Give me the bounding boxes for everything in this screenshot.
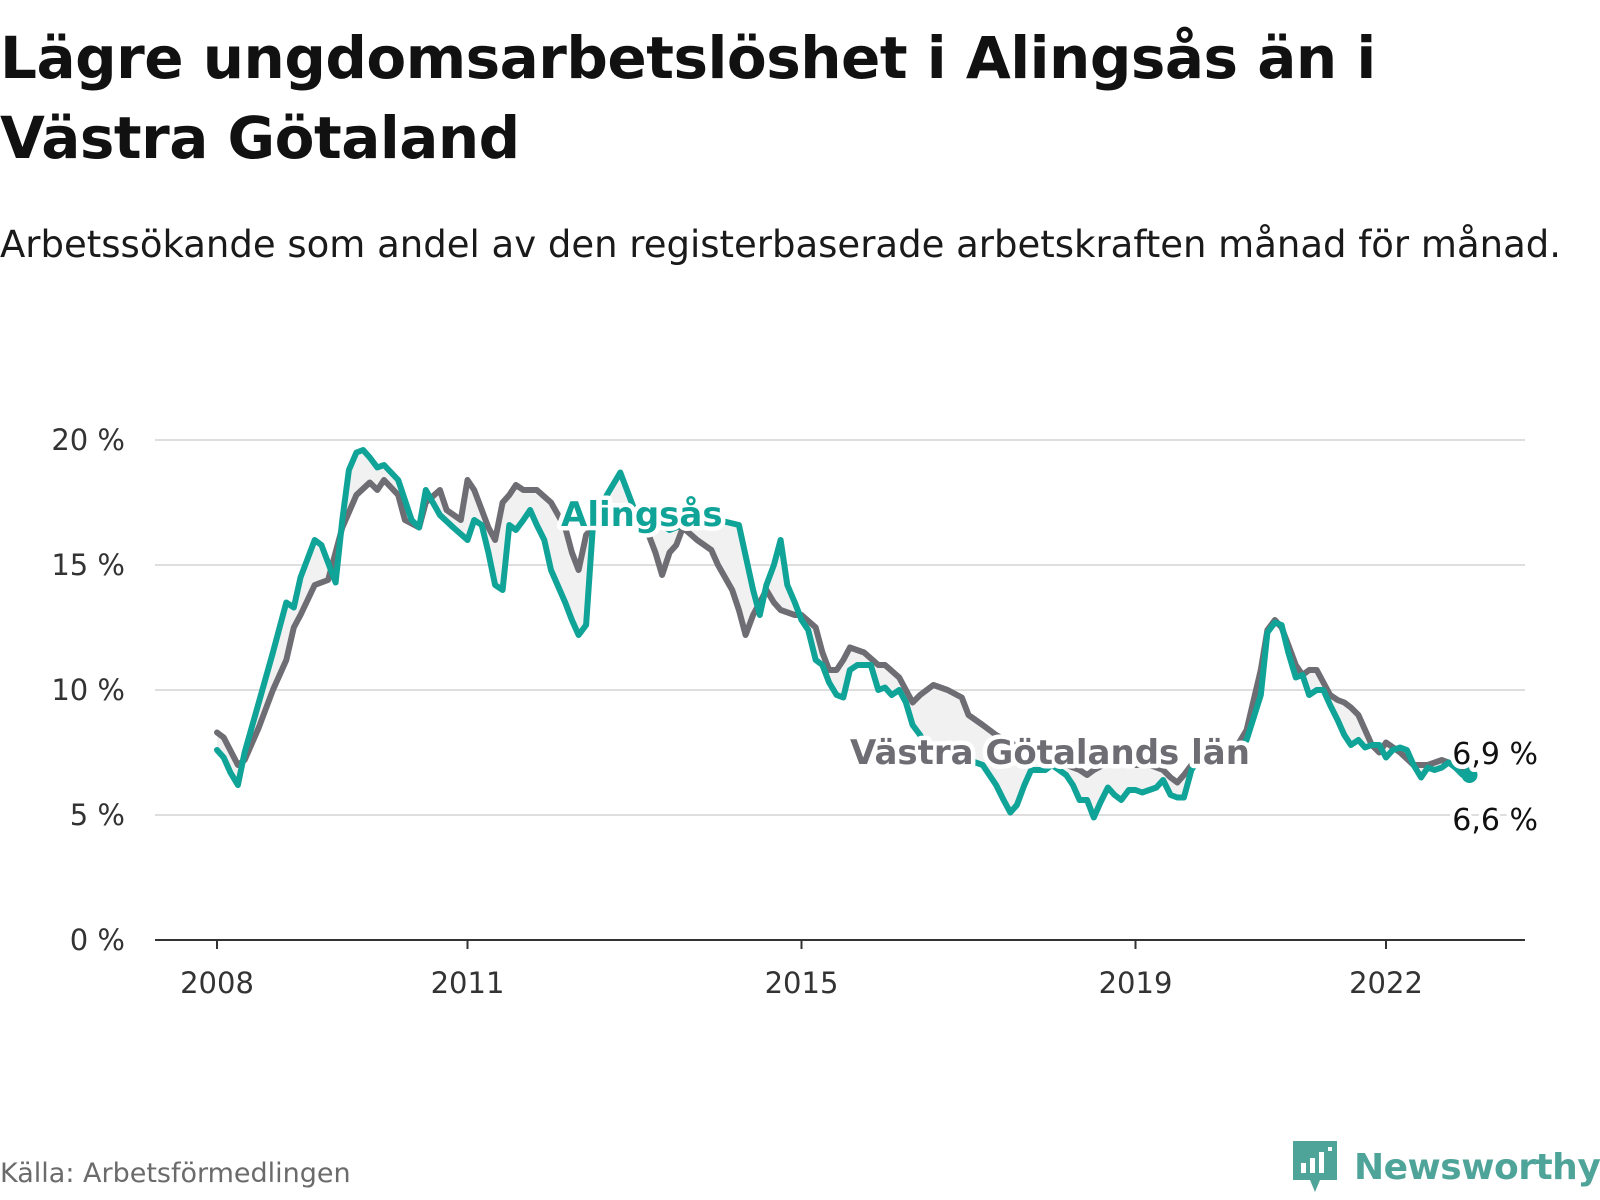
x-axis: 2008 2011 2015 2019 2022 <box>155 939 1525 1000</box>
x-tick-label: 2011 <box>431 966 505 1000</box>
alingsas-end-point <box>1461 767 1478 783</box>
y-tick-label: 0 % <box>70 923 125 957</box>
series-labels: Alingsås Västra Götalands län 6,9 % 6,6 % <box>557 491 1543 843</box>
alingsas-end-label: 6,6 % <box>1452 803 1538 838</box>
vastra-gotaland-line <box>214 477 1473 786</box>
y-tick-label: 10 % <box>51 673 125 707</box>
alingsas-line <box>214 447 1473 821</box>
gridlines <box>155 439 1525 816</box>
x-tick-label: 2019 <box>1099 966 1173 1000</box>
alingsas-series-label: Alingsås <box>561 495 723 535</box>
chart-subtitle: Arbetssökande som andel av den registerb… <box>0 223 1561 266</box>
newsworthy-logo-icon <box>1293 1141 1337 1192</box>
x-tick-label: 2022 <box>1349 966 1423 1000</box>
y-tick-label: 20 % <box>51 423 125 457</box>
vastra-gotaland-end-label: 6,9 % <box>1452 737 1538 772</box>
source-note: Källa: Arbetsförmedlingen <box>0 1158 351 1189</box>
y-tick-label: 5 % <box>70 798 125 832</box>
x-tick-label: 2015 <box>765 966 839 1000</box>
series-lines <box>214 447 1478 821</box>
vastra-gotaland-series-label: Västra Götalands län <box>850 733 1250 773</box>
brand-name: Newsworthy <box>1354 1146 1600 1188</box>
y-tick-label: 15 % <box>51 548 125 582</box>
brand-logo: Newsworthy <box>1290 1138 1600 1196</box>
x-tick-label: 2008 <box>180 966 254 1000</box>
y-axis-ticks: 0 % 5 % 10 % 15 % 20 % <box>51 423 125 957</box>
chart-title: Lägre ungdomsarbetslöshet i Alingsås än … <box>0 24 1376 172</box>
